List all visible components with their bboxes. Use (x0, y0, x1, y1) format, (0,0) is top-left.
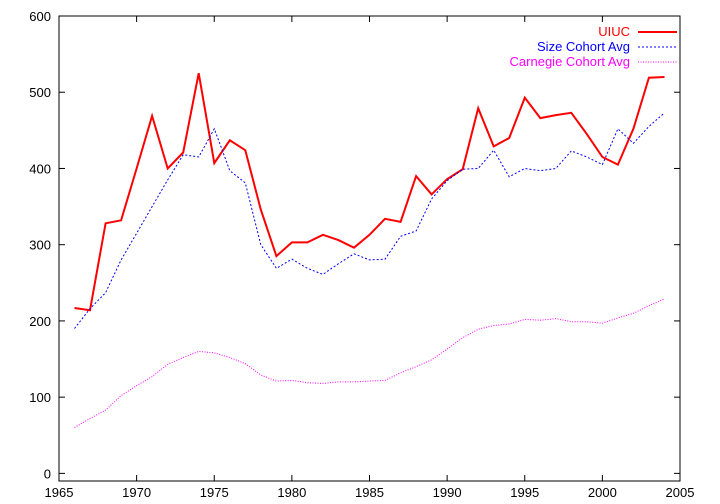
y-tick-label: 200 (29, 314, 51, 329)
x-tick-label: 1965 (45, 485, 74, 500)
y-tick-label: 100 (29, 390, 51, 405)
y-tick-label: 400 (29, 161, 51, 176)
series-layer (74, 73, 665, 429)
x-tick-label: 1995 (510, 485, 539, 500)
legend-label-0: UIUC (598, 24, 630, 39)
x-tick-label: 1975 (200, 485, 229, 500)
x-tick-label: 1980 (277, 485, 306, 500)
series-line-1 (74, 112, 665, 329)
axis-ticks: 1965 1970 1975 1980 1985 1990 1995 2000 2005 0 100… (29, 9, 694, 500)
y-tick-label: 600 (29, 9, 51, 24)
legend-label-1: Size Cohort Avg (537, 39, 630, 54)
x-tick-label: 2005 (666, 485, 695, 500)
plot-frame (58, 15, 681, 482)
series-line-2 (74, 298, 665, 429)
x-tick-label: 1970 (122, 485, 151, 500)
x-tick-label: 1985 (355, 485, 384, 500)
legend-label-2: Carnegie Cohort Avg (510, 54, 630, 69)
series-line-0 (74, 73, 665, 312)
x-tick-label: 1990 (433, 485, 462, 500)
y-tick-label: 300 (29, 238, 51, 253)
x-tick-label: 2000 (588, 485, 617, 500)
y-tick-label: 500 (29, 85, 51, 100)
y-tick-label: 0 (44, 466, 51, 481)
